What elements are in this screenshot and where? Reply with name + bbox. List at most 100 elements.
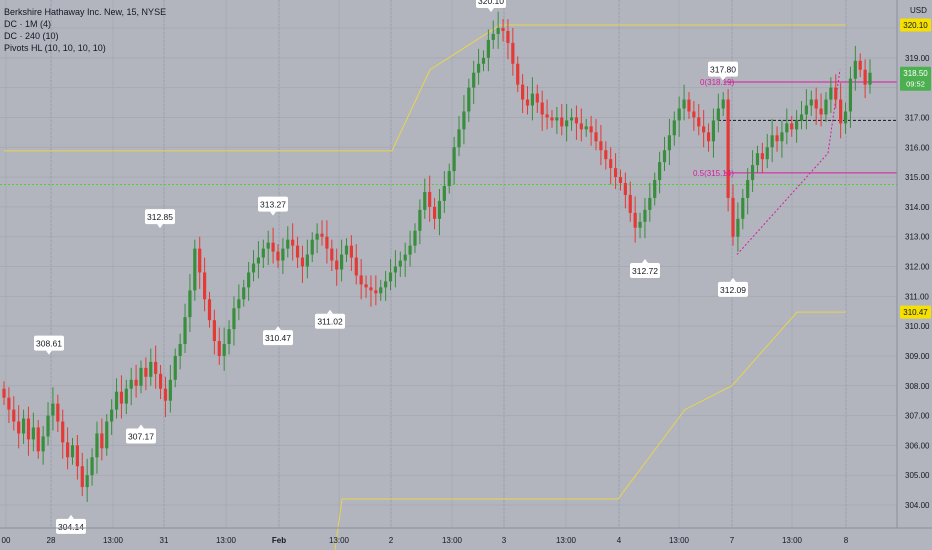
- time-label[interactable]: 8: [844, 536, 849, 545]
- time-label[interactable]: 13:00: [669, 536, 690, 545]
- candle-up: [95, 433, 99, 458]
- candle-up: [31, 427, 35, 440]
- chart-legend[interactable]: Berkshire Hathaway Inc. New, 15, NYSE DC…: [4, 6, 166, 54]
- indicator-dc-1m[interactable]: DC · 1M (4): [4, 19, 51, 29]
- candle-up: [188, 290, 192, 318]
- indicator-dc-240[interactable]: DC · 240 (10): [4, 31, 59, 41]
- time-label[interactable]: 7: [730, 536, 735, 545]
- candle-up: [384, 281, 388, 288]
- candle-up: [418, 209, 422, 231]
- candle-up: [799, 114, 804, 121]
- time-axis-labels[interactable]: 00 28 13:00 31 13:00 Feb 13:00 2 13:00 3 13:00 4 13:…: [2, 536, 849, 545]
- pivot-label-text: 320.10: [478, 0, 504, 6]
- pivot-label-pointer: [720, 76, 726, 81]
- price-badge-bg: [900, 305, 931, 319]
- pivot-label-pointer: [327, 309, 333, 314]
- candle-up: [413, 230, 417, 246]
- candle-up: [173, 355, 177, 380]
- time-label[interactable]: Feb: [272, 536, 286, 545]
- time-label[interactable]: 2: [389, 536, 394, 545]
- time-label[interactable]: 00: [2, 536, 11, 545]
- candle-down: [271, 242, 275, 252]
- time-label[interactable]: 13:00: [216, 536, 237, 545]
- pivot-label-text: 304.14: [58, 522, 84, 532]
- time-label[interactable]: 13:00: [103, 536, 124, 545]
- candle-up: [129, 379, 133, 389]
- candle-up: [677, 108, 681, 121]
- symbol-title[interactable]: Berkshire Hathaway Inc. New, 15, NYSE: [4, 7, 167, 17]
- price-badge-bg: [900, 18, 931, 32]
- candle-up: [183, 317, 187, 345]
- candle-down: [212, 320, 216, 342]
- time-label[interactable]: 31: [160, 536, 169, 545]
- candle-up: [770, 135, 774, 148]
- candle-down: [521, 84, 525, 100]
- time-label[interactable]: 4: [617, 536, 622, 545]
- candle-up: [653, 180, 657, 198]
- candle-down: [731, 197, 735, 237]
- candle-up: [452, 147, 456, 172]
- candle-up: [423, 191, 427, 210]
- pivot-label-pointer: [68, 514, 74, 519]
- pivot-label: 320.10: [476, 0, 506, 13]
- candle-up: [379, 287, 383, 294]
- candle-down: [75, 445, 79, 467]
- pivot-label-pointer: [730, 277, 736, 282]
- candle-down: [359, 275, 363, 285]
- candle-down: [545, 114, 549, 118]
- candle-up: [711, 120, 716, 142]
- candle-down: [697, 117, 701, 127]
- candle-up: [848, 78, 853, 112]
- time-label[interactable]: 13:00: [782, 536, 803, 545]
- candle-up: [467, 87, 471, 112]
- candle-up: [286, 239, 290, 249]
- candle-up: [658, 162, 662, 181]
- candle-down: [207, 299, 212, 321]
- candle-down: [692, 111, 696, 118]
- price-badge-text: 310.47: [903, 308, 928, 317]
- candle-up: [829, 87, 833, 100]
- time-label[interactable]: 13:00: [556, 536, 577, 545]
- candle-down: [154, 361, 158, 374]
- price-axis-bg[interactable]: [897, 0, 932, 550]
- pivot-label-box: [476, 0, 506, 9]
- candle-up: [746, 180, 750, 198]
- candles: [2, 11, 872, 503]
- time-label[interactable]: 13:00: [442, 536, 463, 545]
- candle-down: [702, 126, 706, 133]
- candle-down: [198, 248, 202, 273]
- pivot-label: 304.14: [56, 514, 86, 534]
- candle-down: [134, 379, 138, 386]
- candle-down: [335, 260, 339, 270]
- time-label[interactable]: 13:00: [329, 536, 350, 545]
- candle-down: [506, 30, 510, 43]
- candle-up: [437, 200, 442, 219]
- price-badge-countdown: 09:52: [906, 80, 925, 89]
- time-label[interactable]: 28: [47, 536, 56, 545]
- candle-down: [589, 126, 593, 133]
- indicator-pivots[interactable]: Pivots HL (10, 10, 10, 10): [4, 43, 106, 53]
- pivot-label: 312.85: [145, 209, 175, 229]
- candle-up: [237, 299, 241, 309]
- candle-down: [217, 341, 221, 356]
- candle-up: [393, 266, 398, 273]
- pivot-label-text: 310.47: [265, 333, 291, 343]
- candle-down: [61, 421, 65, 443]
- price-pane[interactable]: [0, 0, 897, 528]
- candle-down: [295, 245, 300, 258]
- candle-up: [110, 409, 114, 422]
- candle-down: [300, 257, 305, 267]
- candle-up: [232, 308, 236, 330]
- candle-up: [648, 197, 652, 210]
- candle-down: [560, 117, 564, 127]
- candle-up: [193, 248, 197, 291]
- candle-down: [26, 418, 31, 440]
- pivot-label-text: 317.80: [710, 65, 736, 75]
- donchian-channel: [4, 24, 846, 550]
- candle-down: [2, 388, 6, 398]
- time-label[interactable]: 3: [502, 536, 507, 545]
- candle-up: [105, 421, 109, 449]
- candle-down: [144, 367, 148, 377]
